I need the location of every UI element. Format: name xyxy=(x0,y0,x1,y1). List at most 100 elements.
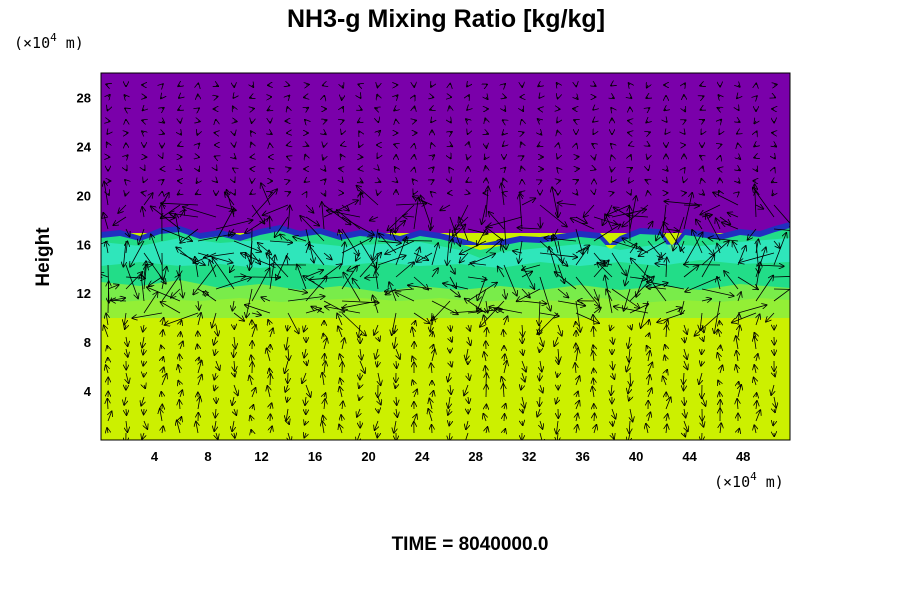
wind-vector xyxy=(700,85,702,86)
wind-vector xyxy=(143,193,153,206)
wind-vector xyxy=(197,345,198,350)
wind-vector xyxy=(450,145,452,146)
wind-vector xyxy=(630,97,631,98)
wind-vector xyxy=(250,416,252,421)
wind-vector xyxy=(666,414,668,422)
wind-vector xyxy=(432,332,433,337)
wind-vector xyxy=(293,237,307,242)
wind-vector xyxy=(234,193,235,195)
wind-vector xyxy=(306,108,308,109)
wind-vector xyxy=(414,96,415,97)
wind-vector xyxy=(251,143,252,145)
wind-vector xyxy=(251,313,261,315)
wind-vector xyxy=(774,409,775,412)
wind-vector xyxy=(504,414,505,422)
wind-vector xyxy=(522,372,525,382)
wind-vector xyxy=(664,109,666,110)
x-tick-label: 36 xyxy=(575,449,589,464)
wind-vector xyxy=(468,336,471,345)
wind-vector xyxy=(466,119,468,121)
wind-vector xyxy=(341,155,342,157)
wind-vector xyxy=(504,288,506,299)
wind-vector xyxy=(593,133,594,134)
y-tick-label: 28 xyxy=(77,90,91,105)
wind-vector xyxy=(304,324,306,331)
wind-vector xyxy=(684,384,685,390)
wind-vector xyxy=(269,168,270,169)
wind-vector xyxy=(196,193,198,194)
wind-vector xyxy=(198,361,202,374)
wind-vector xyxy=(629,304,648,314)
wind-vector xyxy=(306,145,308,146)
wind-vector xyxy=(197,181,199,183)
wind-vector xyxy=(443,283,469,290)
wind-vector xyxy=(555,272,577,290)
wind-vector xyxy=(234,121,237,122)
wind-vector xyxy=(161,228,192,241)
wind-vector xyxy=(323,334,324,337)
wind-vector xyxy=(141,396,144,406)
wind-vector xyxy=(702,337,704,341)
wind-vector xyxy=(177,421,180,434)
wind-vector xyxy=(477,288,487,311)
wind-vector xyxy=(612,336,613,344)
wind-vector xyxy=(178,145,180,146)
y-tick-label: 24 xyxy=(77,139,92,154)
wind-vector xyxy=(717,244,720,254)
wind-vector xyxy=(233,107,234,110)
wind-vector xyxy=(216,169,217,170)
wind-vector xyxy=(702,396,706,406)
wind-vector xyxy=(701,361,702,366)
wind-vector xyxy=(701,133,702,134)
wind-vector xyxy=(125,108,126,109)
wind-vector xyxy=(504,97,506,98)
wind-vector xyxy=(230,264,234,272)
wind-vector xyxy=(593,109,594,110)
y-tick-label: 4 xyxy=(84,384,92,399)
wind-vector xyxy=(234,181,235,182)
wind-vector xyxy=(431,268,438,278)
wind-vector xyxy=(720,423,721,434)
wind-vector xyxy=(309,245,325,266)
wind-vector xyxy=(280,235,289,242)
time-label: TIME = 8040000.0 xyxy=(392,534,549,555)
wind-vector xyxy=(161,275,180,302)
wind-vector xyxy=(214,385,216,390)
wind-vector xyxy=(250,97,252,98)
wind-vector xyxy=(666,258,667,278)
wind-vector xyxy=(737,276,758,289)
wind-vector xyxy=(465,299,487,314)
wind-vector xyxy=(754,337,756,350)
wind-vector xyxy=(374,324,378,335)
wind-vector xyxy=(717,277,720,290)
x-tick-label: 12 xyxy=(254,449,268,464)
wind-vector xyxy=(322,421,324,434)
wind-vector xyxy=(557,288,568,297)
wind-vector xyxy=(754,378,756,386)
wind-vector xyxy=(162,426,163,434)
wind-vector xyxy=(161,267,167,290)
wind-vector xyxy=(180,390,182,398)
wind-vector xyxy=(175,214,181,242)
wind-vector xyxy=(341,312,366,336)
wind-vector xyxy=(628,216,649,218)
wind-vector xyxy=(143,324,144,332)
wind-vector xyxy=(629,277,646,279)
wind-vector xyxy=(288,432,291,440)
wind-vector xyxy=(539,252,577,257)
wind-vector xyxy=(702,96,704,97)
wind-vector xyxy=(448,396,450,408)
wind-vector xyxy=(251,268,270,302)
wind-vector xyxy=(716,218,721,230)
wind-vector xyxy=(106,314,108,326)
y-tick-label: 12 xyxy=(77,286,91,301)
wind-vector xyxy=(754,365,756,374)
wind-vector xyxy=(378,337,380,341)
wind-vector xyxy=(701,179,702,181)
wind-vector xyxy=(659,252,667,260)
wind-vector xyxy=(327,211,361,218)
wind-vector xyxy=(377,95,378,97)
wind-vectors xyxy=(101,83,790,440)
wind-vector xyxy=(106,242,108,254)
wind-vector xyxy=(178,85,180,86)
